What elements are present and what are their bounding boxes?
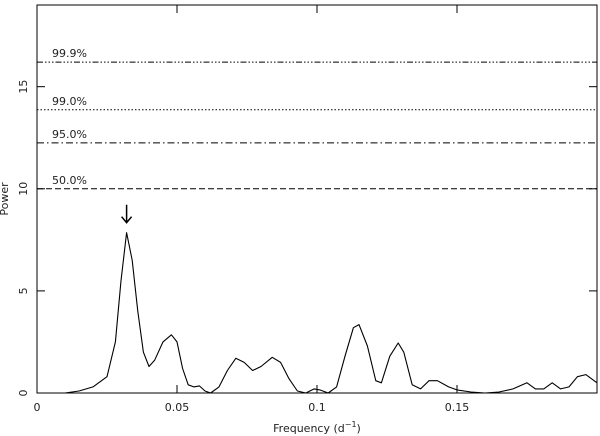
peak-arrow: [121, 204, 133, 224]
x-axis-label: Frequency (d−1): [273, 420, 361, 435]
x-tick-label: 0.1: [308, 401, 326, 414]
power-curve: [64, 232, 598, 394]
y-tick-label: 10: [17, 182, 30, 196]
significance-label: 99.9%: [52, 47, 87, 60]
x-label-base: Frequency (d: [273, 422, 345, 435]
x-tick-label: 0.05: [165, 401, 190, 414]
x-label-superscript: −1: [345, 420, 357, 429]
x-label-close: ): [357, 422, 361, 435]
y-tick-label: 15: [17, 80, 30, 94]
significance-label: 99.0%: [52, 95, 87, 108]
significance-label: 95.0%: [52, 128, 87, 141]
y-tick-label: 0: [17, 390, 30, 397]
significance-label: 50.0%: [52, 174, 87, 187]
x-tick-label: 0.15: [445, 401, 470, 414]
x-tick-label: 0: [34, 401, 41, 414]
y-axis-label: Power: [0, 182, 11, 216]
y-tick-label: 5: [17, 287, 30, 294]
plot-frame: [36, 4, 598, 394]
